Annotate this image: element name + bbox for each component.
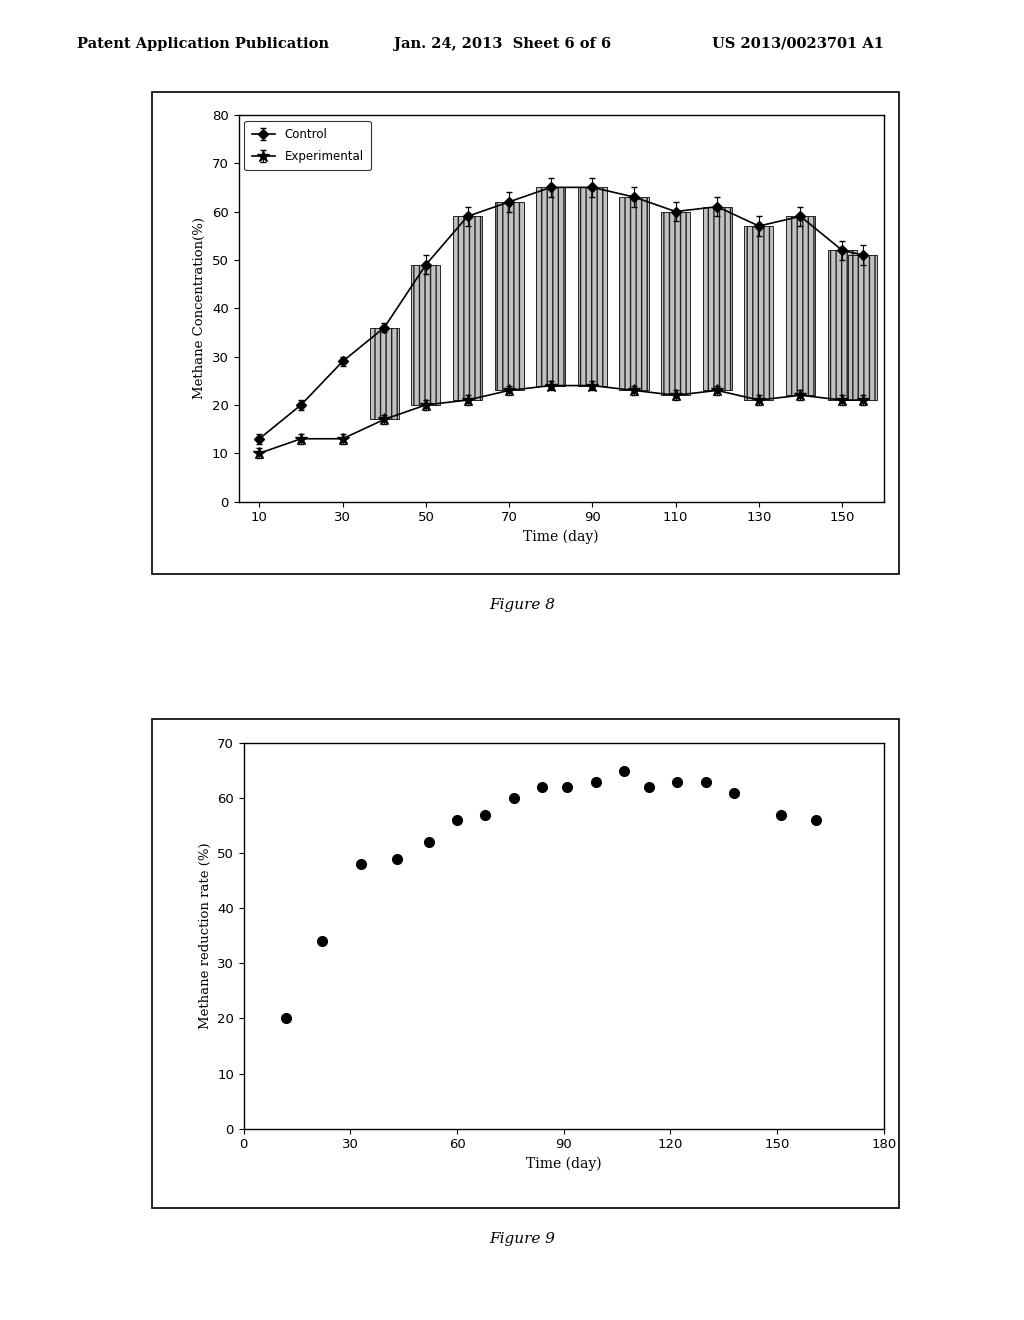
Bar (620, 197, 648, 391)
Bar (495, 202, 523, 391)
Text: Figure 8: Figure 8 (489, 598, 555, 612)
Text: US 2013/0023701 A1: US 2013/0023701 A1 (712, 37, 884, 51)
Y-axis label: Methane reduction rate (%): Methane reduction rate (%) (199, 842, 212, 1030)
Text: Patent Application Publication: Patent Application Publication (77, 37, 329, 51)
Text: Figure 9: Figure 9 (489, 1232, 555, 1246)
X-axis label: Time (day): Time (day) (526, 1156, 601, 1171)
Bar (370, 327, 398, 420)
Y-axis label: Methane Concentration(%): Methane Concentration(%) (194, 218, 207, 399)
Bar (848, 255, 878, 400)
Bar (785, 216, 815, 395)
Bar (412, 265, 440, 405)
X-axis label: Time (day): Time (day) (523, 529, 599, 544)
Bar (453, 216, 482, 400)
Bar (537, 187, 565, 385)
Bar (827, 251, 857, 400)
Bar (702, 207, 732, 391)
Legend: Control, Experimental: Control, Experimental (245, 120, 371, 170)
Bar (662, 211, 690, 395)
Bar (744, 226, 773, 400)
Text: Jan. 24, 2013  Sheet 6 of 6: Jan. 24, 2013 Sheet 6 of 6 (394, 37, 611, 51)
Bar (578, 187, 607, 385)
